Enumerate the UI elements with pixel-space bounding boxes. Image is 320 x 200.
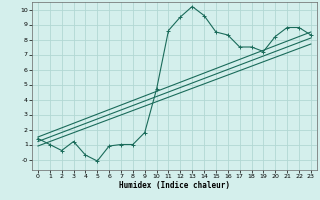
X-axis label: Humidex (Indice chaleur): Humidex (Indice chaleur) [119,181,230,190]
